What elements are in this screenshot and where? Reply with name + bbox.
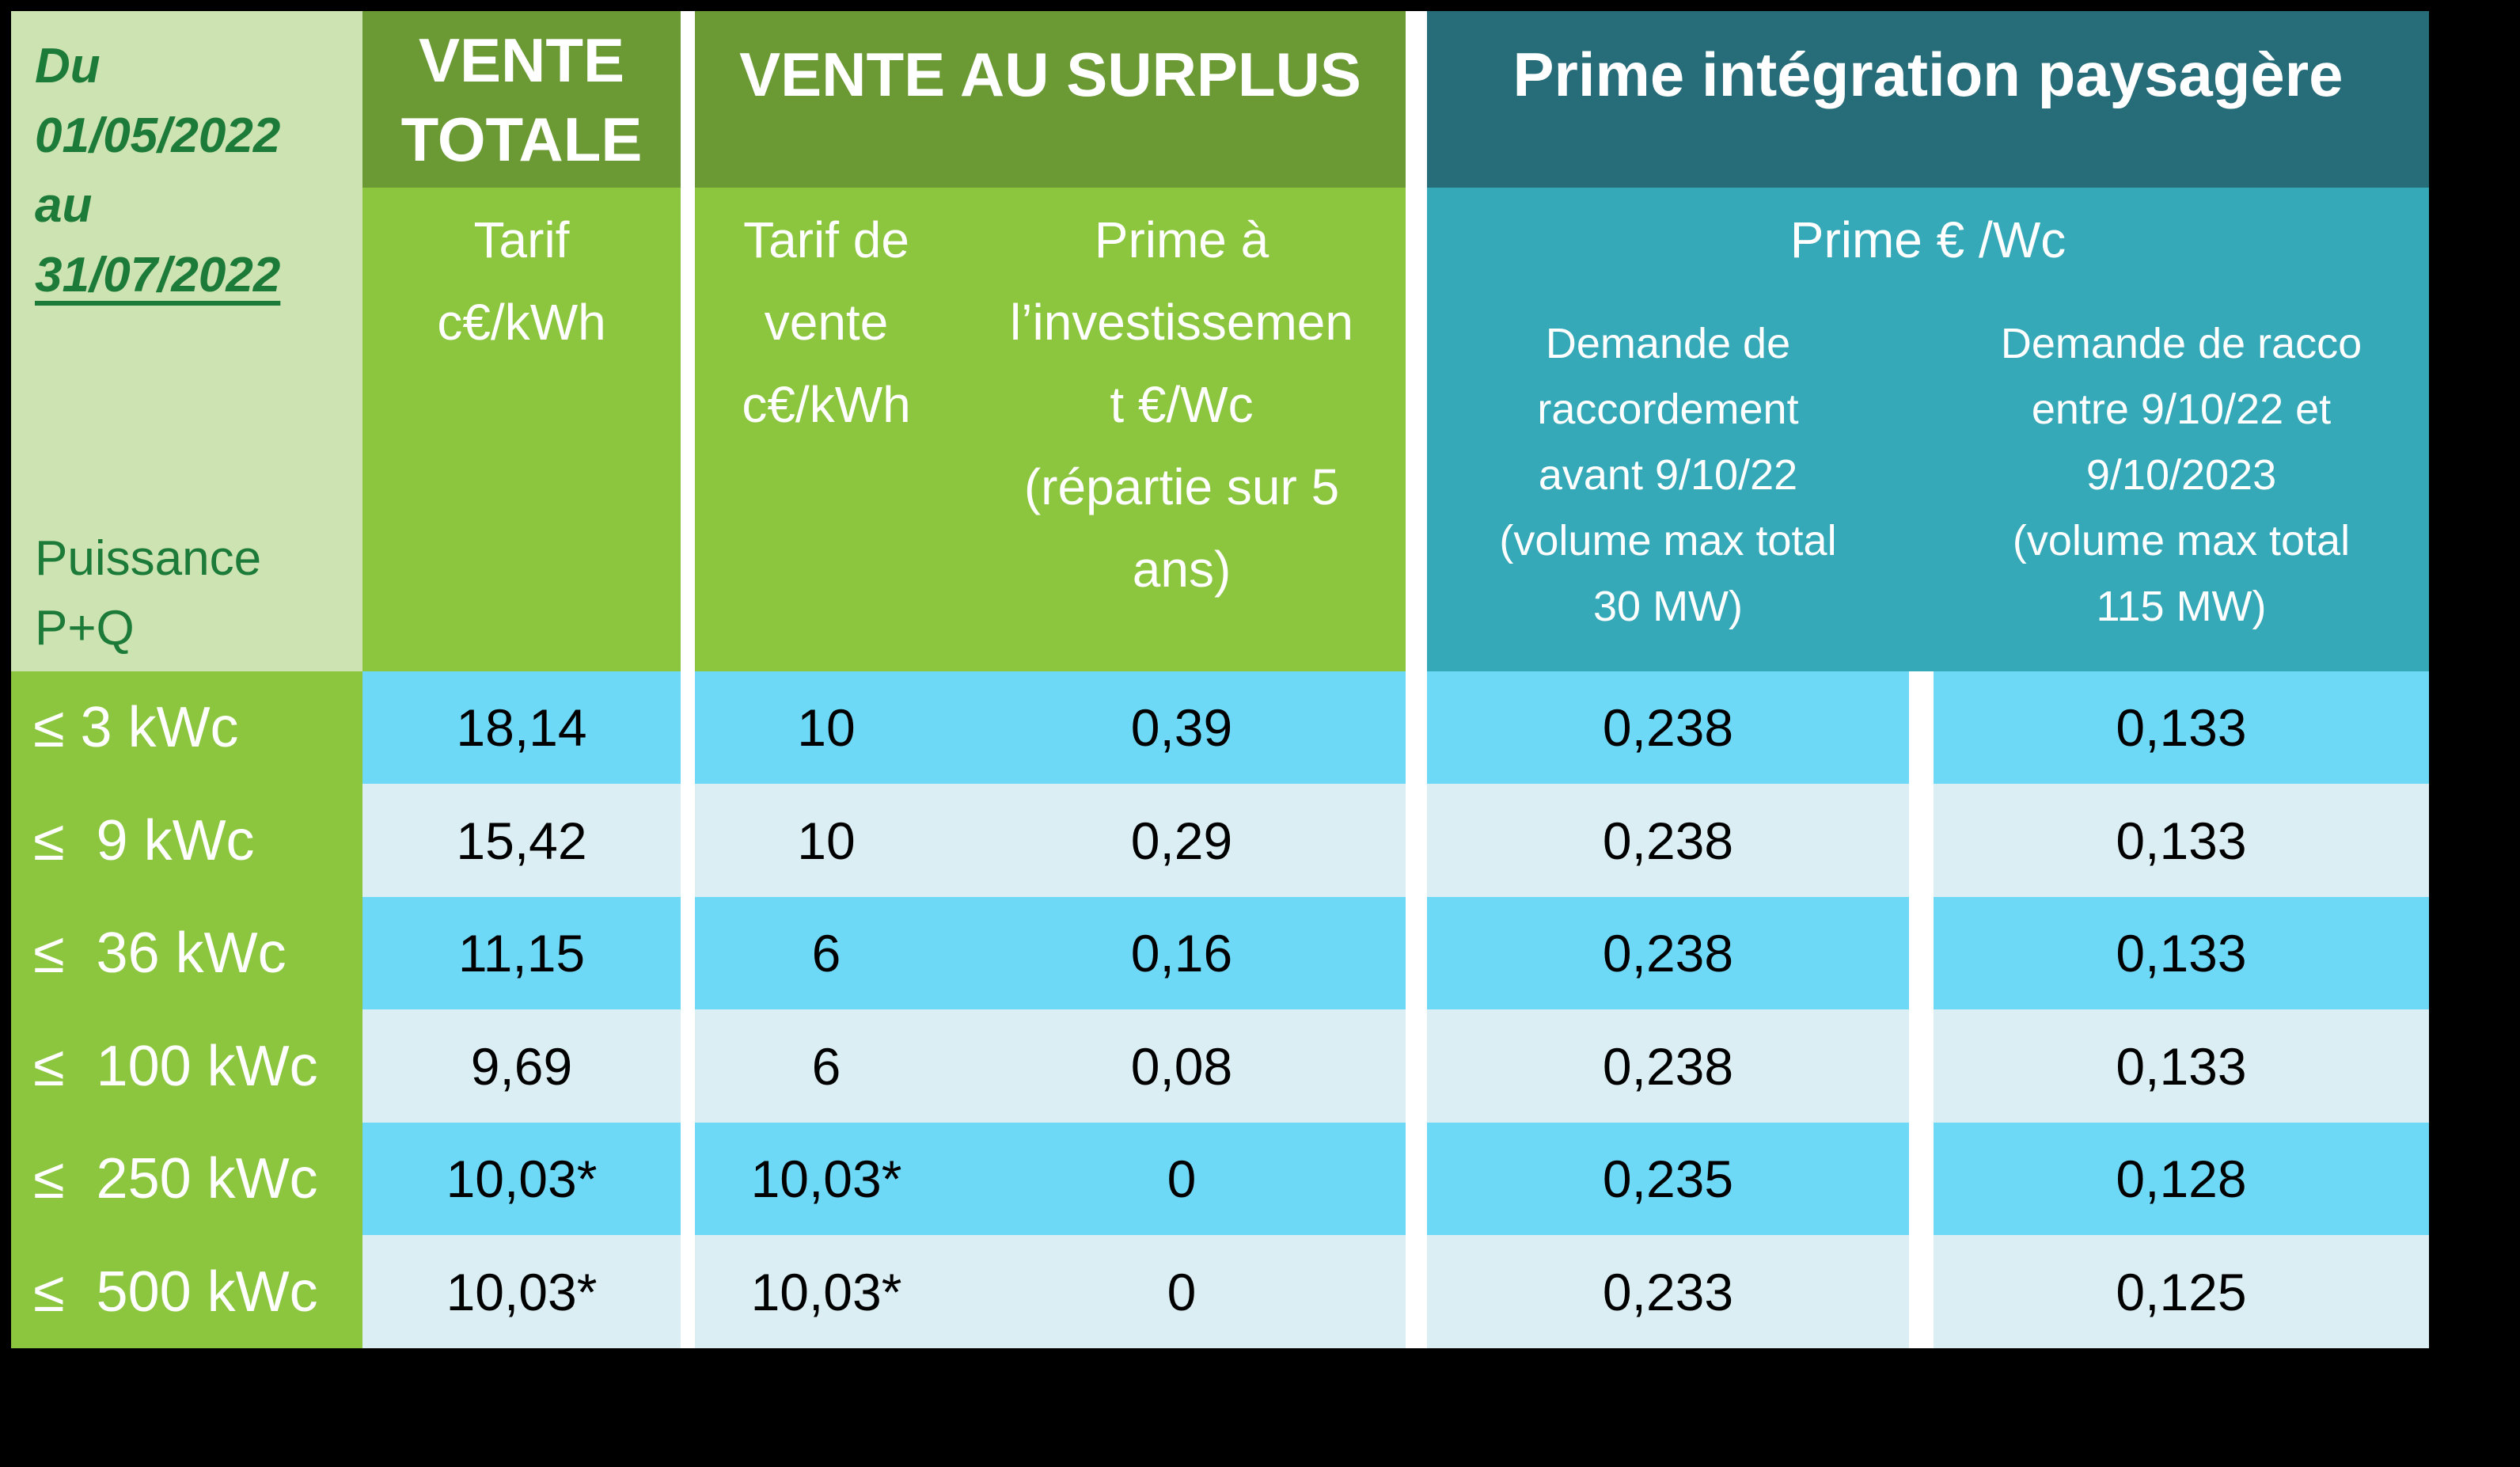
prime-avant-label: Demande de raccordement avant 9/10/22 (v… <box>1499 320 1837 630</box>
row-label-36kwc: ≤ 36 kWc <box>11 897 362 1009</box>
vente-totale-header-cell: VENTE TOTALE <box>362 11 681 188</box>
surplus-prime-column-header: Prime à l’investissemen t €/Wc (répartie… <box>958 188 1406 671</box>
period-cell: Du 01/05/2022 au 31/07/2022 Puissance P+… <box>11 11 362 671</box>
cell-r1-surplus-prime: 0,29 <box>958 784 1406 897</box>
row-label-500kwc: ≤ 500 kWc <box>11 1235 362 1348</box>
puissance-axis-label: Puissance P+Q <box>35 531 262 656</box>
cell-r2-vente-totale: 11,15 <box>362 897 681 1009</box>
row-label-9kwc: ≤ 9 kWc <box>11 784 362 897</box>
period-line-du: Du <box>35 39 101 93</box>
cell-r3-prime-entre: 0,133 <box>1934 1009 2429 1123</box>
cell-r2-surplus-tarif: 6 <box>695 897 958 1009</box>
cell-r4-vente-totale: 10,03* <box>362 1123 681 1235</box>
cell-r5-surplus-tarif: 10,03* <box>695 1235 958 1348</box>
cell-r1-vente-totale: 15,42 <box>362 784 681 897</box>
cell-r0-surplus-tarif: 10 <box>695 671 958 784</box>
validity-period: Du 01/05/2022 au 31/07/2022 <box>35 32 280 310</box>
prime-paysagere-header-cell: Prime intégration paysagère <box>1427 11 2429 188</box>
cell-r0-prime-avant: 0,238 <box>1427 671 1909 784</box>
period-line-end-date: 31/07/2022 <box>35 248 281 302</box>
cell-r5-surplus-prime: 0 <box>958 1235 1406 1348</box>
period-line-au: au <box>35 178 93 233</box>
row-label-3kwc: ≤ 3 kWc <box>11 671 362 784</box>
prime-paysagere-subheader-cell: Prime € /Wc <box>1427 188 2429 671</box>
cell-r4-surplus-prime: 0 <box>958 1123 1406 1235</box>
cell-r2-prime-entre: 0,133 <box>1934 897 2429 1009</box>
vente-surplus-header-cell: VENTE AU SURPLUS <box>695 11 1406 188</box>
prime-unit-label: Prime € /Wc <box>1789 211 2066 268</box>
prime-paysagere-title: Prime intégration paysagère <box>1512 40 2344 109</box>
prime-avant-column-header: Demande de raccordement avant 9/10/22 (v… <box>1427 188 1909 671</box>
cell-r2-prime-avant: 0,238 <box>1427 897 1909 1009</box>
period-line-start-date: 01/05/2022 <box>35 108 281 163</box>
cell-r0-surplus-prime: 0,39 <box>958 671 1406 784</box>
vente-totale-subheader-cell: Tarif c€/kWh <box>362 188 681 671</box>
surplus-prime-label: Prime à l’investissemen t €/Wc (répartie… <box>1010 211 1353 598</box>
surplus-tarif-column-header: Tarif de vente c€/kWh <box>695 188 958 671</box>
vente-totale-title: VENTE TOTALE <box>400 25 643 174</box>
cell-r1-prime-entre: 0,133 <box>1934 784 2429 897</box>
prime-entre-label: Demande de racco entre 9/10/22 et 9/10/2… <box>2000 320 2362 630</box>
divider-surplus-prime <box>1406 11 1427 1348</box>
cell-r5-prime-avant: 0,233 <box>1427 1235 1909 1348</box>
cell-r5-prime-entre: 0,125 <box>1934 1235 2429 1348</box>
vente-surplus-subheader-cell <box>695 188 1406 671</box>
cell-r4-surplus-tarif: 10,03* <box>695 1123 958 1235</box>
row-label-100kwc: ≤ 100 kWc <box>11 1009 362 1123</box>
divider-prime-columns <box>1909 671 1934 1348</box>
cell-r3-prime-avant: 0,238 <box>1427 1009 1909 1123</box>
cell-r0-vente-totale: 18,14 <box>362 671 681 784</box>
cell-r3-surplus-prime: 0,08 <box>958 1009 1406 1123</box>
cell-r3-vente-totale: 9,69 <box>362 1009 681 1123</box>
vente-totale-unit-label: Tarif c€/kWh <box>437 211 606 351</box>
vente-surplus-title: VENTE AU SURPLUS <box>739 40 1361 109</box>
cell-r2-surplus-prime: 0,16 <box>958 897 1406 1009</box>
divider-totale-surplus <box>681 11 695 1348</box>
cell-r0-prime-entre: 0,133 <box>1934 671 2429 784</box>
cell-r5-vente-totale: 10,03* <box>362 1235 681 1348</box>
surplus-tarif-label: Tarif de vente c€/kWh <box>742 211 911 433</box>
row-label-250kwc: ≤ 250 kWc <box>11 1123 362 1235</box>
cell-r1-prime-avant: 0,238 <box>1427 784 1909 897</box>
cell-r4-prime-avant: 0,235 <box>1427 1123 1909 1235</box>
cell-r4-prime-entre: 0,128 <box>1934 1123 2429 1235</box>
cell-r1-surplus-tarif: 10 <box>695 784 958 897</box>
cell-r3-surplus-tarif: 6 <box>695 1009 958 1123</box>
prime-entre-column-header: Demande de racco entre 9/10/22 et 9/10/2… <box>1934 188 2429 671</box>
